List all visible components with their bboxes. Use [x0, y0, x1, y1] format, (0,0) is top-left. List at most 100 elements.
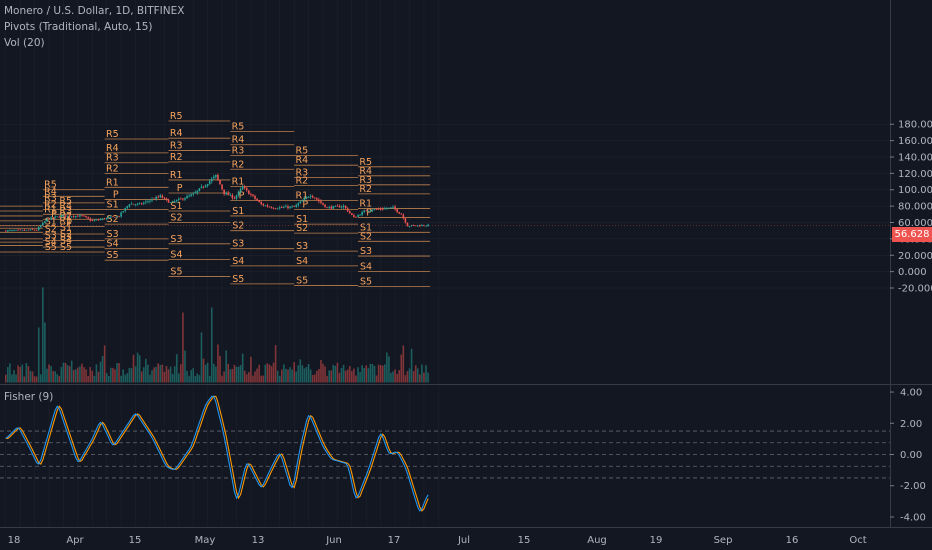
candle-body [293, 206, 295, 207]
candle-body [406, 222, 409, 227]
volume-bar [369, 363, 372, 383]
candle-body [39, 225, 42, 228]
candle-body [381, 208, 384, 210]
price-tick-label: 0.000 [898, 267, 927, 278]
candle-body [375, 209, 378, 210]
volume-bar [165, 365, 168, 383]
grid [0, 0, 890, 528]
candle-body [408, 226, 411, 227]
volume-bar [64, 362, 67, 383]
pivot-level-label: R5 [44, 180, 57, 191]
candle-body [396, 209, 398, 212]
volume-bar [58, 376, 61, 383]
volume-bar [153, 367, 155, 383]
candle-body [320, 201, 322, 203]
volume-bar [128, 367, 131, 383]
candle-body [241, 186, 244, 190]
volume-bar [237, 366, 240, 383]
time-tick-label: Aug [587, 535, 607, 546]
volume-bar [196, 373, 199, 383]
pivot-level-label: R3 [170, 140, 183, 151]
candle-body [79, 215, 81, 217]
candle-body [351, 213, 353, 215]
candle-body [416, 225, 419, 227]
candle-body [126, 206, 129, 209]
pivot-level-label: S1 [60, 222, 72, 233]
volume-bar [268, 364, 271, 383]
candle-body [72, 216, 75, 218]
candle-body [353, 215, 355, 217]
last-price-tag: 56.628 [892, 227, 932, 242]
candle-body [400, 213, 403, 215]
candle-body [390, 207, 392, 209]
volume-bar [178, 373, 180, 383]
candle-body [328, 206, 330, 208]
candle-body [151, 199, 153, 201]
volume-bar [97, 371, 100, 383]
candle-body [64, 215, 67, 217]
volume-bar [142, 367, 145, 383]
candle-body [272, 207, 275, 209]
time-tick-label: Jul [457, 535, 470, 546]
candle-body [258, 200, 260, 203]
candle-body [233, 197, 236, 199]
volume-legend[interactable]: Vol (20) [4, 37, 45, 49]
fisher-tick-label: -4.00 [900, 512, 926, 523]
volume-bar [118, 363, 120, 383]
pivot-level-label: S5 [170, 267, 182, 278]
time-tick-label: 15 [129, 535, 142, 546]
pivot-level-label: S2 [60, 229, 72, 240]
pivot-level-label: S3 [107, 229, 119, 240]
candle-body [17, 229, 19, 231]
volume-bar [338, 372, 341, 383]
pivot-level-label: S4 [296, 256, 308, 267]
fisher-legend[interactable]: Fisher (9) [4, 391, 54, 403]
pivots-legend[interactable]: Pivots (Traditional, Auto, 15) [4, 21, 153, 33]
candle-body [169, 202, 172, 204]
volume-bar [206, 362, 209, 383]
candle-body [194, 192, 197, 194]
volume-bar [260, 375, 262, 383]
candle-body [423, 225, 425, 227]
volume-bar [110, 367, 112, 383]
volume-bar [9, 363, 11, 383]
volume-bar [159, 365, 162, 383]
candle-body [427, 224, 429, 226]
candle-body [107, 217, 110, 219]
candle-body [58, 216, 61, 218]
volume-bar [180, 364, 182, 383]
candle-body [11, 230, 13, 231]
candle-body [239, 189, 242, 192]
candle-body [307, 196, 310, 198]
time-tick-label: 13 [252, 535, 265, 546]
pivot-level-label: S2 [232, 221, 244, 232]
volume-bar [217, 344, 219, 383]
candle-body [175, 199, 178, 202]
volume-bar [91, 370, 94, 383]
candle-body [178, 198, 180, 200]
candle-body [419, 225, 421, 227]
volume-bar [241, 353, 244, 383]
volume-bar [348, 366, 351, 383]
pivot-level-label: S3 [60, 232, 72, 243]
pivot-level-label: R1 [170, 170, 183, 181]
pivot-level-label: S2 [45, 224, 57, 235]
volume-bar [107, 376, 110, 383]
fisher-tick-label: 4.00 [900, 388, 922, 399]
pivot-level-label: P [239, 190, 245, 201]
pivot-level-label: P [66, 218, 72, 229]
volume-bar [210, 307, 213, 383]
pivot-level-label: R3 [359, 175, 372, 186]
candle-body [344, 205, 347, 209]
candle-body [225, 193, 227, 195]
volume-bar [192, 368, 195, 383]
volume-bar [70, 360, 73, 383]
candle-body [89, 218, 92, 221]
candle-body [245, 188, 248, 191]
candle-body [161, 195, 164, 198]
volume-bar [208, 375, 211, 383]
volume-bar [29, 370, 32, 383]
candle-body [256, 198, 258, 201]
